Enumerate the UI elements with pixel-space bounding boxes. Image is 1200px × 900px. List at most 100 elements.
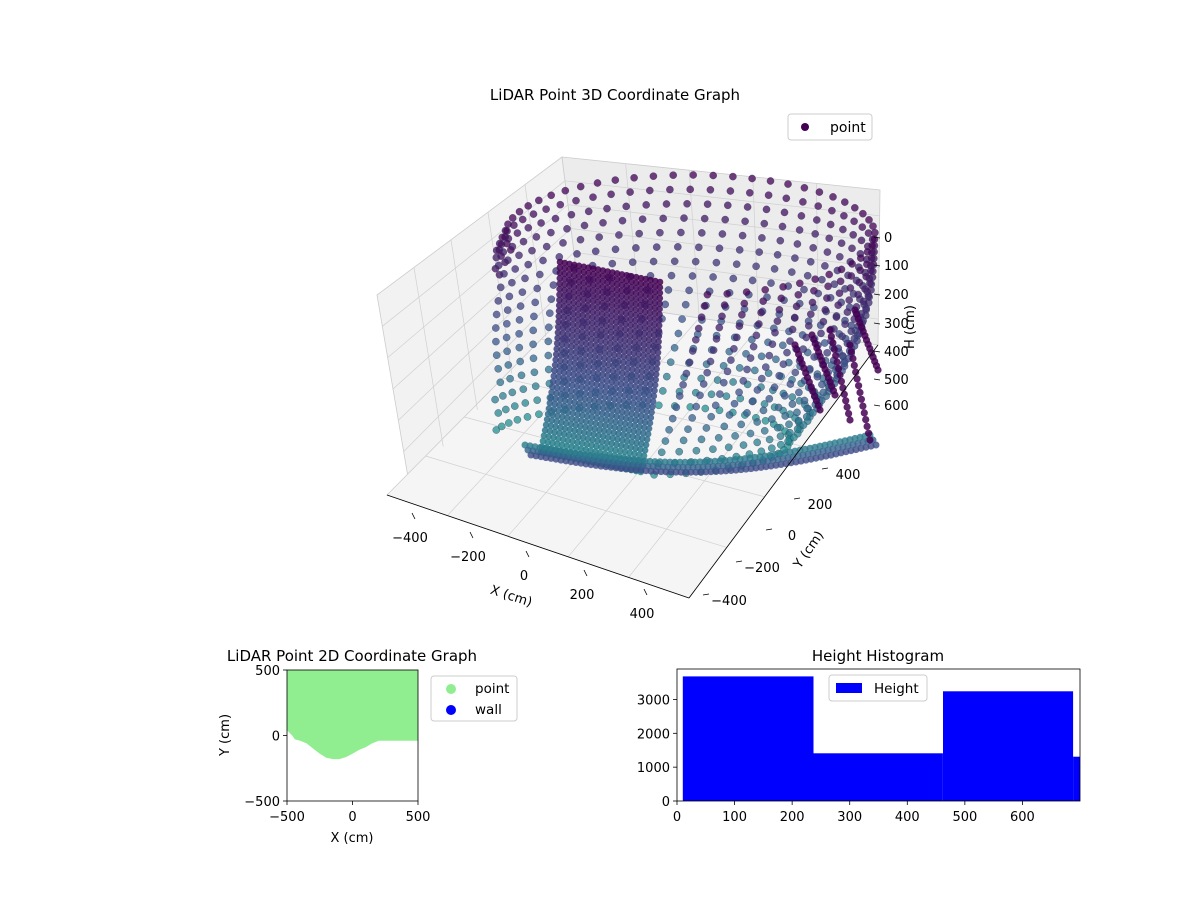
y-tick-3d (821, 467, 829, 470)
data-point-3d (650, 392, 658, 400)
data-point-3d (856, 388, 864, 397)
data-point-3d (788, 393, 797, 401)
x-axis-3d (386, 494, 690, 599)
data-point-3d (768, 415, 776, 423)
y-tick-label-3d: 200 (808, 498, 833, 513)
data-point-3d (511, 402, 519, 410)
data-point-3d (786, 337, 794, 345)
data-point-3d (510, 221, 518, 229)
data-point-3d (791, 314, 799, 322)
data-point-3d (838, 332, 846, 341)
data-point-3d (679, 436, 688, 445)
data-point-3d (818, 275, 826, 284)
z-tick-3d (873, 378, 881, 381)
data-point-3d (544, 351, 553, 360)
data-point-3d (839, 225, 847, 234)
data-point-3d (542, 242, 551, 251)
data-point-3d (850, 334, 859, 343)
data-point-3d (678, 315, 686, 323)
data-point-3d (864, 229, 873, 237)
data-point-3d (847, 272, 856, 280)
data-point-3d (870, 248, 878, 256)
data-point-3d (831, 391, 839, 399)
data-point-3d (703, 290, 712, 299)
data-point-3d (846, 341, 854, 349)
data-point-3d (742, 288, 751, 296)
data-point-3d (861, 285, 869, 293)
data-point-3d (672, 403, 681, 412)
data-point-3d (649, 257, 658, 266)
data-point-3d (825, 234, 833, 243)
data-point-3d (845, 296, 853, 304)
data-point-3d (735, 388, 743, 397)
data-point-3d (656, 284, 664, 291)
data-point-3d (730, 345, 738, 353)
data-point-3d (632, 244, 640, 252)
data-point-3d (764, 191, 773, 199)
data-point-3d (674, 329, 683, 338)
data-point-3d (845, 410, 853, 418)
data-point-3d (709, 445, 717, 453)
data-point-3d (821, 306, 830, 314)
legend-3d-marker (801, 123, 809, 131)
data-point-3d (779, 360, 788, 368)
data-point-3d (662, 200, 671, 208)
data-point-3d (503, 320, 511, 328)
data-point-3d (661, 437, 670, 445)
data-point-3d (758, 234, 766, 242)
data-point-3d (549, 281, 558, 289)
data-point-3d (792, 302, 801, 311)
data-point-3d (524, 224, 533, 232)
data-point-3d (788, 325, 797, 334)
data-point-3d (850, 217, 858, 226)
data-point-3d (852, 368, 860, 376)
data-point-3d (572, 196, 580, 205)
x-tick-label-3d: 0 (520, 569, 528, 584)
data-point-3d (711, 401, 720, 410)
data-point-3d (782, 194, 791, 203)
data-point-3d (839, 384, 847, 392)
data-point-3d (666, 358, 675, 366)
data-point-3d (516, 357, 524, 366)
data-point-3d (821, 262, 829, 270)
data-point-3d (521, 399, 530, 407)
data-point-3d (496, 378, 505, 387)
data-point-3d (698, 229, 706, 237)
data-point-3d (830, 345, 838, 353)
data-point-3d (855, 382, 863, 390)
data-point-3d (715, 244, 724, 253)
point-cloud (491, 171, 882, 479)
data-point-3d (732, 260, 741, 268)
data-point-3d (738, 231, 747, 240)
data-point-3d (675, 392, 684, 400)
data-point-3d (657, 448, 666, 457)
data-point-3d (499, 392, 507, 400)
z-tick-label-3d: 100 (884, 259, 909, 274)
data-point-3d (688, 414, 696, 422)
data-point-3d (681, 300, 690, 309)
data-point-3d (503, 306, 512, 314)
x-tick-label-hist: 0 (673, 810, 681, 825)
data-point-3d (608, 259, 617, 268)
data-point-3d (655, 338, 662, 346)
x-label-2d: X (cm) (331, 831, 374, 846)
data-point-3d (743, 365, 751, 374)
data-point-3d (773, 317, 782, 325)
y-tick-label-3d: 0 (788, 529, 796, 544)
data-point-3d (850, 361, 858, 369)
data-point-3d (491, 395, 499, 404)
data-point-3d (791, 368, 800, 377)
data-point-3d (492, 337, 500, 346)
x-tick-label-3d: −400 (392, 531, 428, 546)
data-point-3d (524, 202, 532, 210)
y-tick-3d (735, 560, 743, 563)
y-tick-label-2d: 0 (272, 730, 280, 745)
data-point-3d (712, 468, 720, 475)
data-point-3d (729, 172, 737, 181)
data-point-3d (656, 300, 663, 308)
data-point-3d (796, 279, 804, 288)
data-point-3d (652, 376, 659, 384)
data-point-3d (680, 214, 688, 222)
data-point-3d (630, 174, 638, 182)
data-point-3d (515, 330, 523, 338)
